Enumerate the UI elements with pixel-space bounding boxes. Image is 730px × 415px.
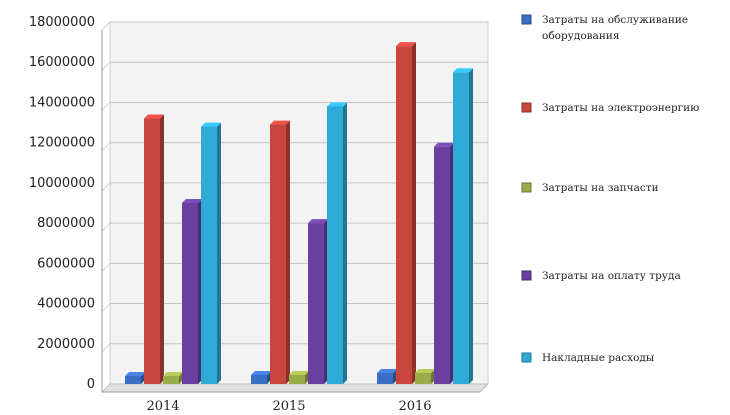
bar <box>182 199 202 384</box>
gridline-depth <box>101 303 111 312</box>
bar-top <box>125 371 145 376</box>
bar <box>144 114 164 385</box>
legend-item: Затраты на запчасти <box>521 182 659 194</box>
bar-top <box>434 142 454 147</box>
legend: Затраты на обслуживание оборудования Затра… <box>521 14 699 364</box>
bar-top <box>289 370 309 375</box>
bar-side <box>286 120 290 385</box>
legend-swatch <box>521 182 532 193</box>
legend-item: Затраты на оплату труда <box>521 270 681 282</box>
bar-side <box>412 42 416 385</box>
bar <box>125 371 145 384</box>
bar-side <box>469 68 473 385</box>
gridline-depth <box>101 343 111 353</box>
bar <box>251 370 271 384</box>
gridline-depth <box>101 21 111 31</box>
y-tick-label: 10000000 <box>29 176 95 191</box>
bar-face <box>182 203 198 384</box>
legend-item: Затраты на обслуживание оборудования <box>521 14 688 42</box>
bar-top <box>144 114 164 119</box>
y-tick-label: 16000000 <box>29 55 95 70</box>
legend-item: Затраты на электроэнергию <box>521 102 699 114</box>
bar-top <box>327 102 347 107</box>
gridlines <box>101 21 488 353</box>
gridline-depth <box>101 222 111 232</box>
bar <box>308 219 328 384</box>
bar-face <box>377 372 393 384</box>
bar-face <box>125 375 141 384</box>
bar-face <box>453 72 469 385</box>
legend-swatch <box>521 270 532 281</box>
bar-top <box>182 199 202 203</box>
bar <box>163 371 183 384</box>
gridline-depth <box>101 142 111 152</box>
gridline-depth <box>101 61 111 71</box>
plot-back-wall <box>109 21 489 385</box>
bar-side <box>217 122 221 385</box>
y-tick-label: 0 <box>87 377 95 392</box>
legend-label: Затраты на оплату труда <box>542 270 681 282</box>
legend-swatch <box>521 102 532 113</box>
y-tick-label: 14000000 <box>29 95 95 110</box>
bar <box>201 122 221 385</box>
bar-face <box>201 126 217 385</box>
bar <box>434 142 454 384</box>
bar-top <box>308 219 328 224</box>
plot-floor <box>100 383 490 393</box>
y-tick-label: 6000000 <box>37 256 95 271</box>
y-axis-tick-labels: 0 2000000 4000000 6000000 8000000 10000000 120… <box>29 15 95 392</box>
bar-top <box>163 371 183 376</box>
legend-label: Затраты на запчасти <box>542 182 659 194</box>
gridline-depth <box>101 102 111 111</box>
bar-face <box>327 106 343 384</box>
y-tick-label: 18000000 <box>29 15 95 30</box>
x-axis-category-labels: 2014 2015 2016 <box>146 399 431 414</box>
bar-face <box>144 118 160 385</box>
bar <box>396 42 416 385</box>
bar-face <box>396 46 412 385</box>
bar-face <box>163 375 179 384</box>
bar <box>289 370 309 384</box>
bar-face <box>415 372 431 384</box>
bar <box>453 68 473 385</box>
bar-top <box>415 368 435 373</box>
bar-face <box>308 223 324 384</box>
axes <box>101 30 480 393</box>
gridline-depth <box>101 262 111 272</box>
bar-side <box>160 114 164 385</box>
bar-top <box>396 42 416 47</box>
bar-top <box>251 370 271 375</box>
bar-face <box>434 146 450 384</box>
y-tick-label: 2000000 <box>37 337 95 352</box>
gridline-depth <box>101 182 111 192</box>
legend-label: Накладные расходы <box>542 352 654 364</box>
legend-item: Накладные расходы <box>521 352 654 364</box>
y-tick-label: 8000000 <box>37 216 95 231</box>
bar-top <box>453 68 473 73</box>
bar-face <box>251 374 267 384</box>
bar <box>327 102 347 384</box>
x-category-label: 2014 <box>146 399 179 414</box>
bar <box>270 120 290 385</box>
legend-label: Затраты на обслуживание оборудования <box>542 14 688 42</box>
bar <box>377 368 397 384</box>
bar <box>415 368 435 384</box>
y-tick-label: 4000000 <box>37 297 95 312</box>
bar-top <box>201 122 221 127</box>
legend-swatch <box>521 352 532 363</box>
bar-top <box>377 368 397 373</box>
x-category-label: 2016 <box>398 399 431 414</box>
legend-swatch <box>521 14 532 25</box>
x-category-label: 2015 <box>272 399 305 414</box>
legend-label: Затраты на электроэнергию <box>542 102 699 114</box>
bar-top <box>270 120 290 125</box>
bar-face <box>270 124 286 385</box>
bars <box>125 42 473 385</box>
bar-side <box>343 102 347 384</box>
y-tick-label: 12000000 <box>29 136 95 151</box>
bar-face <box>289 374 305 384</box>
